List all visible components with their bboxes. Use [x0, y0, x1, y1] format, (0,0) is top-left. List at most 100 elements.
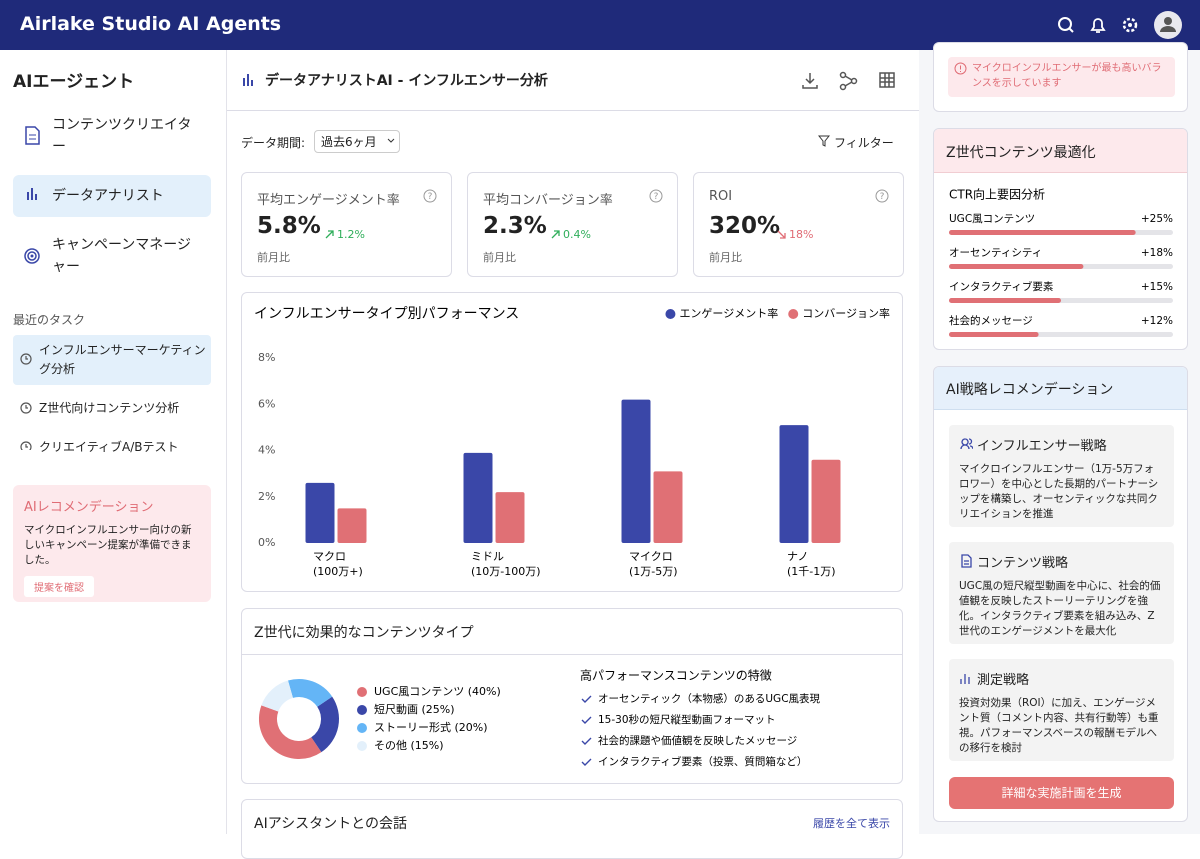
factor-bars: CTR向上要因分析 UGC風コンテンツ +25% オーセンティシティ +18% インタラク…: [949, 187, 1173, 337]
main-title: データアナリストAI - インフルエンサー分析: [265, 73, 548, 89]
legend-label: UGC風コンテンツ (40%): [374, 685, 501, 698]
kpi-note: 前月比: [257, 251, 290, 264]
alert-text: マイクロインフルエンサーが最も高いバランスを示しています: [972, 63, 1162, 89]
factor-value: +18%: [1141, 247, 1173, 259]
pie-segment: [261, 680, 294, 713]
kpi-label: 平均エンゲージメント率: [257, 193, 400, 208]
help-circle: [423, 189, 437, 203]
strategy-item-text: 投資対効果（ROI）に加え、エンゲージメント質（コメント内容、共有行動等）も重視…: [959, 697, 1159, 754]
alert: マイクロインフルエンサーが最も高いバランスを示しています: [948, 57, 1175, 97]
filter-label: フィルター: [834, 136, 894, 150]
kpi-value: 2.3%: [483, 213, 547, 239]
x-tick-note: (1万-5万): [629, 565, 678, 578]
generate-button[interactable]: 詳細な実施計画を生成: [949, 777, 1174, 809]
task-icons: [20, 353, 32, 450]
chat-card: AIアシスタントとの会話 履歴を全て表示: [241, 799, 903, 859]
genz-subtitle: CTR向上要因分析: [949, 187, 1045, 202]
factor-name: 社会的メッセージ: [949, 314, 1033, 327]
pie-segment: [259, 705, 322, 759]
period-value: 過去6ヶ月: [321, 135, 377, 149]
kpi-card: ROI 320% 18% 前月比?: [693, 172, 904, 277]
x-tick-note: (1千-1万): [787, 565, 836, 578]
help-circle: [875, 189, 889, 203]
kpi-value: 320%: [709, 213, 781, 239]
feature: 社会的課題や価値観を反映したメッセージ: [598, 734, 797, 747]
task-item[interactable]: クリエイティブA/Bテスト: [13, 434, 211, 460]
help-mark: ?: [880, 192, 885, 202]
factor-bar: [949, 332, 1039, 337]
strategy-item-text: マイクロインフルエンサー（1万-5万フォロワー）を中心とした長期的パートナーシッ…: [959, 463, 1159, 520]
factor-bar: [949, 230, 1136, 235]
trend-icon: [777, 230, 786, 239]
recent-title: 最近のタスク: [13, 313, 86, 327]
legend-swatch: [357, 723, 367, 733]
y-tick-label: 4%: [258, 444, 275, 457]
filter-button[interactable]: フィルター: [818, 134, 894, 151]
strategy-icon: [961, 554, 972, 568]
task-label: Z世代向けコンテンツ分析: [39, 400, 180, 415]
bar: [653, 471, 683, 543]
icon-shape: [961, 554, 972, 568]
content-header: Z世代に効果的なコンテンツタイプ: [242, 609, 902, 655]
strategy-card: AI戦略レコメンデーション インフルエンサー戦略 マイクロインフルエンサー（1万-…: [933, 366, 1188, 822]
caret: [387, 138, 394, 143]
legend-label: 短尺動画 (25%): [374, 702, 455, 716]
task-item[interactable]: インフルエンサーマーケティング分析: [13, 335, 211, 385]
help-mark: ?: [428, 192, 433, 202]
factor-name: オーセンティシティ: [949, 247, 1042, 259]
chat-title: AIアシスタントとの会話: [254, 816, 408, 832]
period-select[interactable]: 過去6ヶ月: [314, 130, 400, 153]
strategy-item: 測定戦略投資対効果（ROI）に加え、エンゲージメント質（コメント内容、共有行動等…: [949, 659, 1174, 761]
header-icons[interactable]: [1050, 10, 1190, 40]
agent-item[interactable]: データアナリスト: [13, 175, 211, 217]
help-icon: ?: [423, 189, 437, 203]
bar: [779, 425, 809, 543]
strategy-item: コンテンツ戦略 UGC風の短尺縦型動画を中心に、社会的価値観を反映したストーリーテ…: [949, 542, 1174, 644]
bar: [305, 482, 335, 543]
legend-swatch: [357, 705, 367, 715]
help-circle: [649, 189, 663, 203]
check-icon: [581, 695, 592, 703]
content-card: Z世代に効果的なコンテンツタイプ UGC風コンテンツ (40%) 短尺動画 (25…: [241, 608, 903, 784]
trend-icon: [325, 230, 334, 239]
content-title: Z世代に効果的なコンテンツタイプ: [254, 625, 474, 641]
kpi-change-text: 1.2%: [337, 228, 365, 241]
toolbar-icons[interactable]: [800, 70, 900, 92]
task-label: クリエイティブA/Bテスト: [39, 439, 179, 454]
kpi-note: 前月比: [709, 251, 742, 264]
agent-label: キャンペーンマネージャー: [52, 237, 192, 275]
factor-value: +15%: [1141, 281, 1173, 293]
strategy-item-title: コンテンツ戦略: [977, 556, 1069, 571]
legend-swatch: [665, 309, 676, 319]
alert-icon: [954, 62, 967, 75]
recommend-button[interactable]: 提案を確認: [24, 576, 94, 597]
help-icon: ?: [875, 189, 889, 203]
factor-bar: [949, 264, 1084, 269]
agent-label: コンテンツクリエイター: [52, 117, 192, 155]
recommend-box: AIレコメンデーション マイクロインフルエンサー向けの新しいキャンペーン提案が準…: [13, 485, 211, 602]
kpi-label: 平均コンバージョン率: [483, 193, 613, 208]
factor-name: インタラクティブ要素: [949, 280, 1053, 293]
kpi-value: 5.8%: [257, 213, 321, 239]
trend-arrow: [551, 230, 560, 239]
agent-item[interactable]: キャンペーンマネージャー: [13, 232, 193, 280]
chart-icon: [243, 74, 253, 86]
strategy-item-title: 測定戦略: [977, 673, 1030, 688]
chat-link[interactable]: 履歴を全て表示: [813, 817, 890, 830]
feature: 15-30秒の短尺縦型動画フォーマット: [598, 713, 776, 726]
kpi-change: 1.2%: [325, 228, 365, 241]
x-tick-note: (100万+): [313, 565, 363, 578]
agent-item[interactable]: コンテンツクリエイター: [13, 112, 193, 160]
pie-segment: [287, 679, 333, 708]
chart-card: インフルエンサータイプ別パフォーマンス コンバージョン率 エンゲージメント率 0% 2%…: [241, 292, 903, 592]
pie-chart: UGC風コンテンツ (40%) 短尺動画 (25%) ストーリー形式 (20%) その…: [259, 668, 821, 768]
check-icon: [581, 716, 592, 724]
y-tick-label: 2%: [258, 490, 275, 503]
y-tick-label: 0%: [258, 536, 275, 549]
task-item[interactable]: Z世代向けコンテンツ分析: [13, 395, 211, 421]
factor-bar: [949, 298, 1061, 303]
bar: [811, 459, 841, 543]
sidebar-title: AIエージェント: [13, 72, 135, 92]
pie-segment: [310, 696, 339, 753]
bar: [621, 399, 651, 543]
